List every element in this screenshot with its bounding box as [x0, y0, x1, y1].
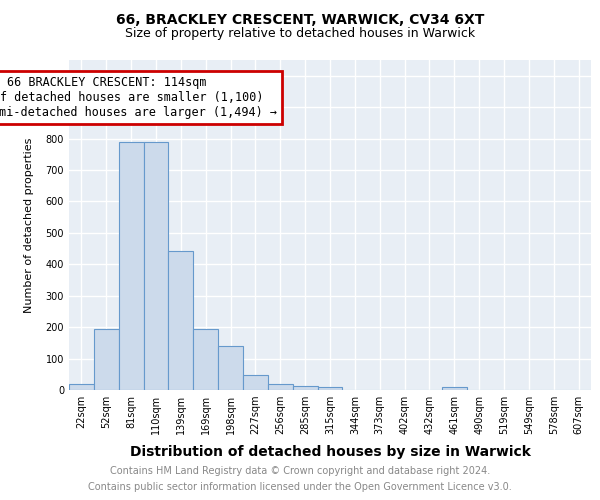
Bar [143, 142, 169, 390]
Bar [268, 384, 293, 390]
Text: 66, BRACKLEY CRESCENT, WARWICK, CV34 6XT: 66, BRACKLEY CRESCENT, WARWICK, CV34 6XT [116, 12, 484, 26]
X-axis label: Distribution of detached houses by size in Warwick: Distribution of detached houses by size … [130, 446, 530, 460]
Text: 66 BRACKLEY CRESCENT: 114sqm
← 42% of detached houses are smaller (1,100)
57% of: 66 BRACKLEY CRESCENT: 114sqm ← 42% of de… [0, 76, 277, 119]
Bar [119, 142, 143, 390]
Bar [169, 251, 193, 390]
Text: Contains public sector information licensed under the Open Government Licence v3: Contains public sector information licen… [88, 482, 512, 492]
Bar [69, 384, 94, 390]
Bar [94, 330, 119, 390]
Text: Size of property relative to detached houses in Warwick: Size of property relative to detached ho… [125, 28, 475, 40]
Bar [442, 387, 467, 390]
Bar [243, 375, 268, 390]
Bar [193, 330, 218, 390]
Text: Contains HM Land Registry data © Crown copyright and database right 2024.: Contains HM Land Registry data © Crown c… [110, 466, 490, 476]
Bar [218, 346, 243, 390]
Bar [317, 388, 343, 390]
Y-axis label: Number of detached properties: Number of detached properties [24, 138, 34, 312]
Bar [293, 386, 317, 390]
